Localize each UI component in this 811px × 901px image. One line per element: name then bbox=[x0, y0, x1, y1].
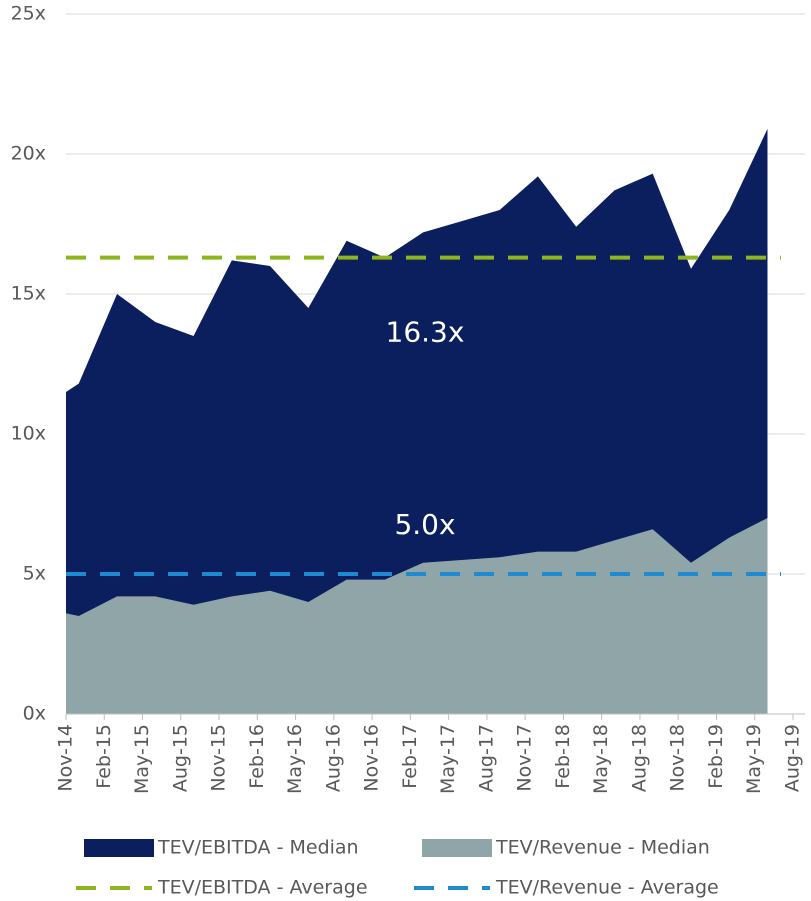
average-label: 16.3x bbox=[386, 316, 465, 349]
y-tick-label: 10x bbox=[11, 423, 46, 445]
y-tick-label: 25x bbox=[11, 3, 46, 25]
x-tick-label: Aug-18 bbox=[628, 724, 650, 792]
area bbox=[66, 518, 768, 714]
y-tick-label: 5x bbox=[23, 563, 46, 585]
x-tick-label: Nov-15 bbox=[208, 724, 230, 792]
y-tick-label: 20x bbox=[11, 143, 46, 165]
x-tick-label: Feb-16 bbox=[246, 724, 268, 789]
legend-swatch bbox=[422, 839, 492, 857]
x-tick-label: Nov-17 bbox=[514, 724, 536, 792]
x-tick-label: Aug-19 bbox=[782, 724, 804, 792]
x-tick-label: Nov-14 bbox=[55, 724, 77, 792]
x-tick-label: Nov-16 bbox=[361, 724, 383, 792]
average-label: 5.0x bbox=[394, 508, 455, 541]
x-tick-label: Feb-15 bbox=[93, 724, 115, 789]
legend-label: TEV/Revenue - Average bbox=[495, 877, 719, 899]
x-tick-label: Feb-18 bbox=[552, 724, 574, 789]
x-tick-label: Aug-15 bbox=[169, 724, 191, 792]
x-tick-label: May-18 bbox=[590, 724, 612, 794]
x-tick-label: Feb-19 bbox=[705, 724, 727, 789]
x-tick-label: May-17 bbox=[437, 724, 459, 794]
x-tick-label: May-15 bbox=[131, 724, 153, 794]
x-tick-label: Aug-16 bbox=[322, 724, 344, 792]
x-tick-label: May-19 bbox=[743, 724, 765, 794]
y-tick-label: 0x bbox=[23, 703, 46, 725]
legend-swatch bbox=[84, 839, 154, 857]
legend-label: TEV/EBITDA - Median bbox=[157, 837, 359, 859]
legend-label: TEV/Revenue - Median bbox=[495, 837, 710, 859]
x-tick-label: Aug-17 bbox=[475, 724, 497, 792]
x-tick-label: May-16 bbox=[284, 724, 306, 794]
y-tick-label: 15x bbox=[11, 283, 46, 305]
x-tick-label: Feb-17 bbox=[399, 724, 421, 789]
x-tick-label: Nov-18 bbox=[667, 724, 689, 792]
legend-label: TEV/EBITDA - Average bbox=[157, 877, 368, 899]
